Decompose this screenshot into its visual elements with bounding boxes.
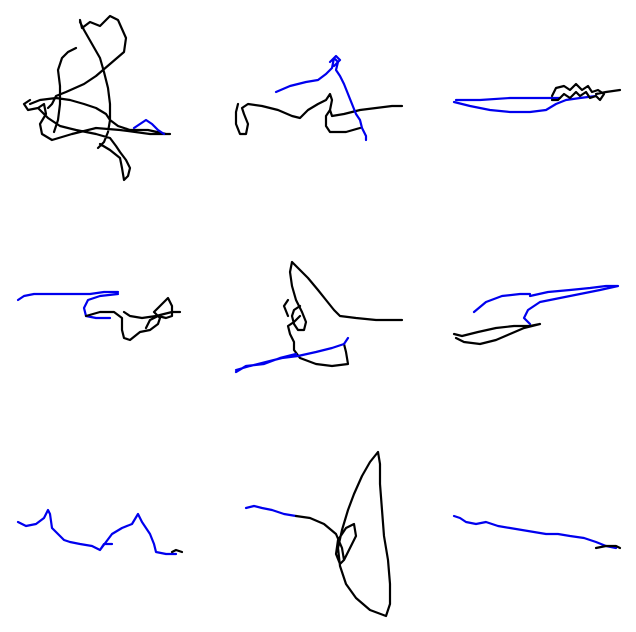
sketch-panel-3 [452,82,622,114]
sketch-8-black-stroke [294,450,392,618]
sketch-panel-6 [452,284,620,346]
sketch-9-blue-stroke [452,514,618,550]
sketch-4-black-stroke [84,296,182,342]
sketch-3-black-stroke [550,82,622,102]
sketch-6-blue-stroke [472,284,620,326]
sketch-1-blue-stroke [132,118,166,136]
sketch-8-blue-stroke [244,504,298,518]
sketch-panel-9 [452,514,622,550]
sketch-2-blue-stroke [274,54,368,142]
sketch-panel-4 [16,290,182,342]
sketch-5-blue-stroke [234,336,350,374]
sketch-panel-1 [22,14,172,182]
sketch-7-blue-stroke [16,508,178,556]
sketch-panel-8 [244,450,392,618]
sketch-7-black-stroke [170,548,184,554]
sketch-panel-5 [234,260,404,374]
sketch-9-black-stroke [594,544,622,550]
sketch-1-black-stroke [22,14,172,182]
sketch-2-black-stroke [234,92,404,136]
sketch-5-black-stroke [282,260,404,368]
sketch-panel-2 [234,54,404,142]
sketch-3-blue-stroke [452,94,598,114]
sketch-panel-7 [16,508,184,556]
sketch-6-black-stroke [452,322,542,346]
sketch-4-blue-stroke [16,290,120,320]
